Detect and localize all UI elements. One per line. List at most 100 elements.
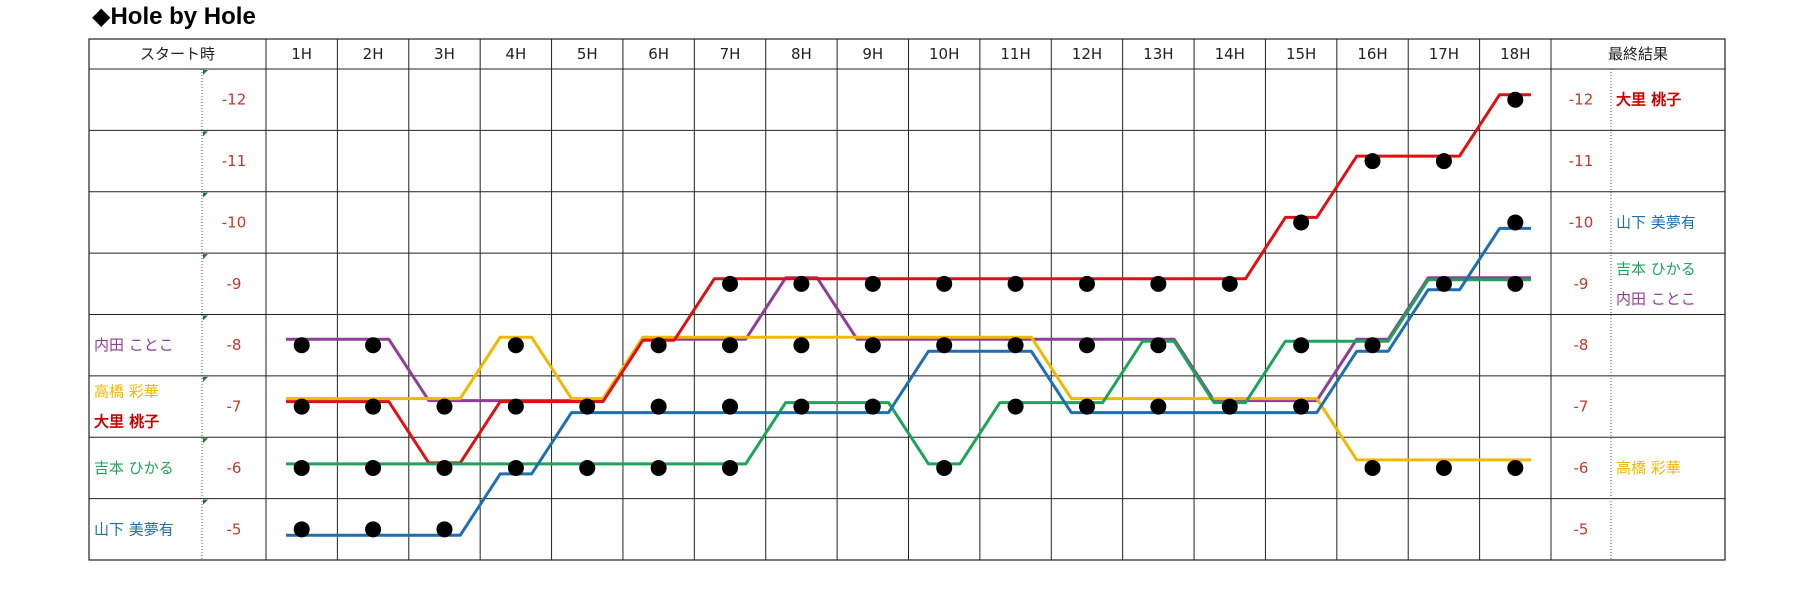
score-marker [722, 275, 739, 292]
hole-header: 10H [929, 45, 959, 63]
cell-corner-mark [203, 499, 208, 505]
score-marker [436, 521, 453, 538]
cell-corner-mark [203, 254, 208, 260]
hole-header: 8H [791, 45, 812, 63]
score-marker [1364, 459, 1381, 476]
start-player-name: 大里 桃子 [94, 413, 159, 431]
final-score-label: -7 [1574, 398, 1589, 416]
series-line [286, 335, 1531, 462]
score-marker [936, 459, 953, 476]
final-header: 最終結果 [1608, 45, 1668, 63]
score-marker [1150, 398, 1167, 415]
score-marker [793, 275, 810, 292]
score-marker [1507, 275, 1524, 292]
score-marker [1150, 275, 1167, 292]
score-marker [1150, 337, 1167, 354]
score-marker [507, 398, 524, 415]
score-marker [1078, 275, 1095, 292]
score-marker [1507, 214, 1524, 231]
score-marker [650, 337, 667, 354]
hole-header: 3H [434, 45, 455, 63]
score-marker [1364, 153, 1381, 170]
score-marker [1007, 337, 1024, 354]
final-player-name: 内田 ことこ [1616, 290, 1696, 308]
cell-corner-mark [203, 315, 208, 321]
series-line [286, 278, 1531, 466]
start-score-label: -7 [227, 398, 242, 416]
hole-header: 16H [1357, 45, 1387, 63]
start-player-name: 山下 美夢有 [94, 520, 174, 538]
hole-header: 15H [1286, 45, 1316, 63]
score-marker [1221, 398, 1238, 415]
hole-header: 11H [1000, 45, 1030, 63]
score-marker [1507, 91, 1524, 108]
final-score-label: -12 [1569, 91, 1594, 109]
start-player-name: 吉本 ひかる [94, 459, 174, 477]
score-marker [1293, 337, 1310, 354]
score-marker [1078, 337, 1095, 354]
score-marker [293, 459, 310, 476]
score-marker [722, 398, 739, 415]
start-header: スタート時 [140, 45, 215, 63]
series-line [286, 226, 1531, 537]
hole-header: 12H [1072, 45, 1102, 63]
hole-header: 2H [363, 45, 384, 63]
final-score-label: -5 [1574, 520, 1589, 538]
score-marker [793, 337, 810, 354]
final-score-label: -6 [1574, 459, 1589, 477]
score-marker [579, 459, 596, 476]
final-score-label: -11 [1569, 152, 1594, 170]
start-score-label: -6 [227, 459, 242, 477]
start-score-label: -9 [227, 275, 242, 293]
score-marker [650, 459, 667, 476]
score-marker [1507, 459, 1524, 476]
final-score-label: -8 [1574, 336, 1589, 354]
hole-header: 5H [577, 45, 598, 63]
series-line [286, 276, 1531, 403]
score-marker [1435, 153, 1452, 170]
cell-corner-mark [203, 376, 208, 382]
hole-header: 17H [1429, 45, 1459, 63]
cell-corner-mark [203, 70, 208, 75]
score-marker [1007, 275, 1024, 292]
start-player-name: 内田 ことこ [94, 336, 174, 354]
hole-header: 7H [720, 45, 741, 63]
start-score-label: -8 [227, 336, 242, 354]
cell-corner-mark [203, 438, 208, 444]
score-marker [864, 275, 881, 292]
score-marker [293, 521, 310, 538]
score-marker [1007, 398, 1024, 415]
hole-header: 18H [1500, 45, 1530, 63]
final-player-name: 吉本 ひかる [1616, 260, 1696, 278]
score-marker [1293, 398, 1310, 415]
final-score-label: -9 [1574, 275, 1589, 293]
score-marker [793, 398, 810, 415]
final-score-label: -10 [1569, 213, 1594, 231]
table-frame [88, 38, 1726, 561]
score-marker [365, 398, 382, 415]
score-marker [436, 398, 453, 415]
hole-header: 14H [1215, 45, 1245, 63]
score-marker [650, 398, 667, 415]
start-score-label: -5 [227, 520, 242, 538]
score-marker [1078, 398, 1095, 415]
hole-header: 6H [648, 45, 669, 63]
hole-header: 4H [505, 45, 526, 63]
chart-title: ◆Hole by Hole [92, 3, 256, 30]
score-marker [365, 337, 382, 354]
score-marker [936, 337, 953, 354]
score-marker [436, 459, 453, 476]
hole-header: 9H [862, 45, 883, 63]
final-player-name: 山下 美夢有 [1616, 213, 1696, 231]
score-marker [864, 337, 881, 354]
score-marker [1293, 214, 1310, 231]
score-marker [1221, 275, 1238, 292]
hole-header: 13H [1143, 45, 1173, 63]
start-player-name: 高橋 彩華 [94, 383, 159, 401]
score-marker [365, 521, 382, 538]
score-marker [579, 398, 596, 415]
score-marker [1435, 275, 1452, 292]
start-score-label: -11 [222, 152, 247, 170]
series-line [286, 93, 1531, 465]
